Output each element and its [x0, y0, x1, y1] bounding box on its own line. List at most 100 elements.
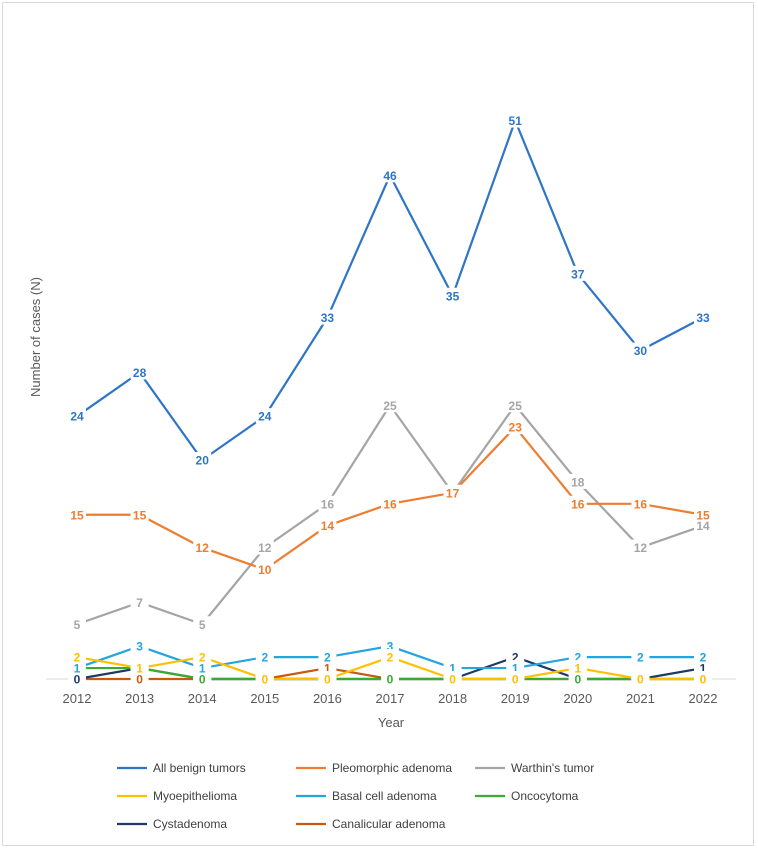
- data-label: 0: [199, 673, 206, 687]
- data-label-background: [506, 397, 525, 413]
- data-label-background: [568, 495, 587, 511]
- data-label: 1: [74, 662, 81, 676]
- x-tick-label: 2020: [563, 691, 592, 706]
- data-label-background: [443, 484, 462, 500]
- data-label-background: [631, 539, 650, 555]
- x-tick-label: 2012: [63, 691, 92, 706]
- data-label: 2: [637, 651, 644, 665]
- data-label-background: [568, 660, 587, 676]
- data-label: 0: [136, 673, 143, 687]
- legend-item: All benign tumors: [117, 761, 246, 775]
- legend-label: Cystadenoma: [153, 817, 227, 831]
- data-label: 2: [74, 651, 81, 665]
- data-label: 25: [509, 399, 523, 413]
- data-label: 2: [387, 651, 394, 665]
- data-label: 14: [321, 519, 335, 533]
- data-label: 37: [571, 267, 585, 281]
- data-label-background: [631, 671, 650, 686]
- data-label: 23: [509, 421, 523, 435]
- data-label-background: [381, 397, 399, 413]
- data-label: 12: [258, 541, 272, 555]
- data-label: 1: [199, 662, 206, 676]
- legend-label: Canalicular adenoma: [332, 817, 446, 831]
- data-label: 0: [387, 673, 394, 687]
- data-label: 24: [258, 410, 272, 424]
- data-label: 10: [258, 563, 272, 577]
- data-label: 16: [321, 497, 335, 511]
- data-label-background: [68, 506, 86, 522]
- data-label-background: [255, 408, 274, 424]
- legend: All benign tumors Pleomorphic adenoma Wart…: [117, 761, 594, 831]
- legend-label: Myoepithelioma: [153, 789, 237, 803]
- data-label-background: [193, 452, 212, 467]
- data-label: 2: [512, 651, 519, 665]
- data-label-background: [68, 649, 86, 665]
- data-label: 2: [574, 651, 581, 665]
- x-tick-label: 2015: [250, 691, 279, 706]
- plot-area: 0000100000001000002001110000000001312231…: [46, 112, 736, 687]
- data-label: 51: [509, 114, 523, 128]
- data-label-background: [631, 495, 650, 511]
- x-axis-title: Year: [378, 715, 405, 730]
- legend-item: Myoepithelioma: [117, 789, 237, 803]
- legend-item: Oncocytoma: [475, 789, 579, 803]
- data-label-background: [318, 309, 337, 325]
- data-label-background: [130, 506, 149, 522]
- data-label-background: [255, 649, 274, 665]
- legend-item: Pleomorphic adenoma: [296, 761, 452, 775]
- data-label-background: [694, 649, 712, 665]
- data-label: 1: [136, 662, 143, 676]
- data-label: 7: [136, 596, 143, 610]
- data-label-background: [193, 616, 212, 632]
- data-label: 0: [261, 673, 268, 687]
- x-tick-label: 2017: [376, 691, 405, 706]
- data-label: 2: [261, 651, 268, 665]
- data-label-background: [568, 473, 587, 489]
- data-label: 0: [449, 673, 456, 687]
- data-label: 1: [324, 662, 331, 676]
- data-label-background: [443, 287, 462, 303]
- data-label: 25: [383, 399, 397, 413]
- data-label: 35: [446, 289, 460, 303]
- data-label: 3: [136, 640, 143, 654]
- data-label-background: [381, 671, 399, 686]
- data-label-background: [68, 408, 86, 424]
- data-label-background: [694, 671, 712, 686]
- data-label: 1: [574, 662, 581, 676]
- legend-label: Pleomorphic adenoma: [332, 761, 452, 775]
- data-label: 16: [383, 497, 397, 511]
- x-tick-label: 2021: [626, 691, 655, 706]
- data-label: 2: [199, 651, 206, 665]
- data-label-background: [318, 671, 337, 686]
- data-label: 16: [571, 497, 585, 511]
- data-label: 0: [637, 673, 644, 687]
- data-label: 33: [696, 311, 710, 325]
- data-label: 3: [387, 640, 394, 654]
- data-label-background: [255, 561, 274, 577]
- legend-label: Warthin's tumor: [511, 761, 594, 775]
- data-label-background: [193, 649, 212, 665]
- legend-item: Warthin's tumor: [475, 761, 594, 775]
- data-label: 2: [324, 651, 331, 665]
- data-label-background: [443, 671, 462, 686]
- data-label: 12: [196, 541, 210, 555]
- data-label: 20: [196, 454, 210, 468]
- x-tick-label: 2018: [438, 691, 467, 706]
- data-label: 15: [696, 508, 710, 522]
- legend-label: Basal cell adenoma: [332, 789, 437, 803]
- data-label-background: [506, 671, 525, 686]
- legend-item: Canalicular adenoma: [296, 817, 446, 831]
- data-label: 5: [199, 618, 206, 632]
- data-label-background: [255, 671, 274, 686]
- data-label-background: [694, 309, 712, 325]
- x-tick-label: 2022: [689, 691, 718, 706]
- data-label: 2: [700, 651, 707, 665]
- data-label-background: [631, 649, 650, 665]
- data-label-background: [381, 167, 399, 183]
- x-tick-label: 2014: [188, 691, 217, 706]
- data-label: 0: [512, 673, 519, 687]
- data-label-background: [318, 517, 337, 533]
- data-label-background: [506, 419, 525, 435]
- legend-label: All benign tumors: [153, 761, 246, 775]
- data-label: 15: [133, 508, 147, 522]
